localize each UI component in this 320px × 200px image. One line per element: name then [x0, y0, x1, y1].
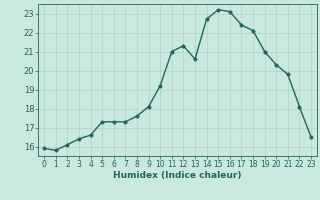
X-axis label: Humidex (Indice chaleur): Humidex (Indice chaleur) [113, 171, 242, 180]
